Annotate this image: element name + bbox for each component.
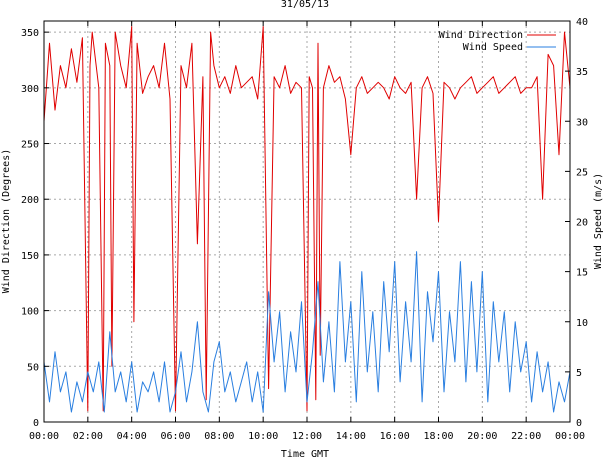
chart-title: 31/05/13 [281, 0, 329, 10]
x-tick-label: 12:00 [292, 431, 322, 442]
x-tick-label: 20:00 [467, 431, 497, 442]
right-tick-label: 0 [576, 418, 582, 429]
series-line-wind-direction [43, 26, 571, 412]
x-tick-label: 02:00 [73, 431, 103, 442]
right-tick-label: 30 [576, 117, 588, 128]
left-tick-label: 300 [21, 84, 39, 95]
left-axis-label: Wind Direction (Degrees) [1, 149, 12, 294]
ticks: 00:00 02:00 04:00 06:00 08:00 10:00 12:00 14:00… [21, 17, 588, 442]
x-tick-label: 10:00 [248, 431, 278, 442]
left-tick-label: 200 [21, 195, 39, 206]
right-tick-label: 35 [576, 67, 588, 78]
right-tick-label: 15 [576, 268, 588, 279]
series-line-wind-speed [43, 251, 571, 413]
left-tick-label: 50 [27, 362, 39, 373]
right-axis-label: Wind Speed (m/s) [593, 173, 604, 269]
x-tick-label: 04:00 [117, 431, 147, 442]
legend-item-wind-direction: Wind Direction [439, 30, 556, 41]
x-tick-label: 16:00 [380, 431, 410, 442]
x-tick-label: 00:00 [555, 431, 585, 442]
right-tick-label: 10 [576, 318, 588, 329]
right-tick-label: 40 [576, 17, 588, 28]
legend-label-wind-speed: Wind Speed [463, 42, 523, 53]
left-tick-label: 350 [21, 28, 39, 39]
legend-item-wind-speed: Wind Speed [463, 42, 556, 53]
x-tick-label: 06:00 [160, 431, 190, 442]
right-tick-label: 20 [576, 218, 588, 229]
left-tick-label: 250 [21, 140, 39, 151]
series-layer [43, 26, 571, 413]
x-tick-label: 14:00 [336, 431, 366, 442]
right-tick-label: 25 [576, 167, 588, 178]
left-tick-label: 0 [33, 418, 39, 429]
x-axis-label: Time GMT [281, 449, 329, 459]
right-tick-label: 5 [576, 368, 582, 379]
x-tick-label: 00:00 [29, 431, 59, 442]
x-tick-label: 22:00 [511, 431, 541, 442]
x-tick-label: 18:00 [423, 431, 453, 442]
left-tick-label: 100 [21, 307, 39, 318]
legend: Wind Direction Wind Speed [439, 30, 556, 53]
x-tick-label: 08:00 [204, 431, 234, 442]
legend-label-wind-direction: Wind Direction [439, 30, 523, 41]
left-tick-label: 150 [21, 251, 39, 262]
